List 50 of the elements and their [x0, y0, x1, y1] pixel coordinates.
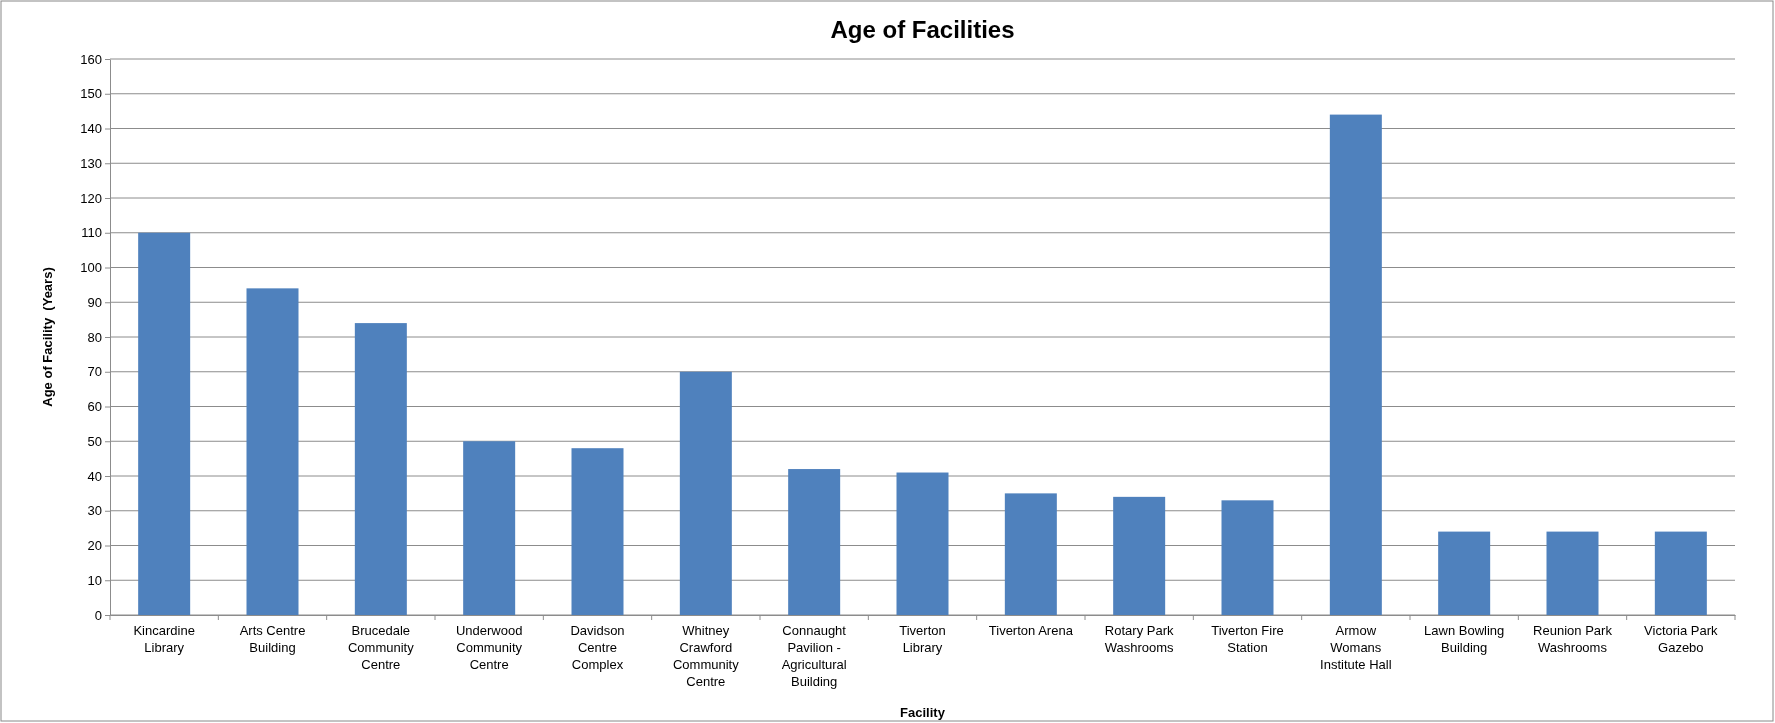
- bar: [571, 448, 624, 615]
- y-tick-label: 0: [94, 607, 102, 623]
- x-tick-label: Tiverton Library: [899, 623, 946, 655]
- y-tick-label: 20: [87, 538, 102, 554]
- y-tick-label: 160: [80, 51, 102, 67]
- bar: [1438, 531, 1491, 615]
- y-tick-label: 100: [80, 260, 102, 276]
- bar: [1654, 531, 1707, 615]
- x-tick-label: Brucedale Community Centre: [347, 623, 415, 672]
- y-tick-label: 70: [87, 364, 102, 380]
- bar: [679, 371, 732, 615]
- y-tick-label: 90: [87, 294, 102, 310]
- y-tick-label: 130: [80, 155, 102, 171]
- y-axis-title: Age of Facility (Years): [40, 267, 55, 407]
- x-tick-label: Rotary Park Washrooms: [1104, 623, 1175, 655]
- y-tick-label: 150: [80, 86, 102, 102]
- x-tick-label: Underwood Community Centre: [455, 623, 523, 672]
- bar: [1004, 493, 1057, 615]
- bar: [1329, 114, 1382, 615]
- y-tick-label: 60: [87, 399, 102, 415]
- y-tick-label: 110: [81, 225, 102, 241]
- x-tick-label: Arts Centre Building: [239, 623, 306, 655]
- x-tick-label: Tiverton Arena: [988, 623, 1074, 638]
- x-tick-label: Whitney Crawford Community Centre: [672, 623, 740, 689]
- y-tick-label: 140: [80, 121, 102, 137]
- chart-title: Age of Facilities: [830, 16, 1015, 43]
- bar: [1221, 500, 1274, 615]
- y-tick-label: 30: [87, 503, 102, 519]
- x-tick-label: Tiverton Fire Station: [1211, 623, 1284, 655]
- bar: [246, 288, 299, 615]
- y-tick-label: 40: [87, 468, 102, 484]
- y-tick-label: 10: [87, 572, 102, 588]
- x-tick-label: Lawn Bowling Building: [1424, 623, 1505, 655]
- x-tick-label: Kincardine Library: [133, 623, 195, 655]
- bar: [1546, 531, 1599, 615]
- x-tick-label: Armow Womans Institute Hall: [1320, 623, 1392, 672]
- x-tick-label: Davidson Centre Complex: [570, 623, 625, 672]
- y-tick-label: 80: [87, 329, 102, 345]
- x-tick-label: Connaught Pavilion - Agricultural Building: [781, 623, 847, 689]
- y-tick-label: 50: [87, 433, 102, 449]
- y-tick-label: 120: [80, 190, 102, 206]
- bar: [788, 469, 841, 615]
- x-tick-label: Victoria Park Gazebo: [1644, 623, 1719, 655]
- bar: [1113, 496, 1166, 615]
- bar: [463, 441, 516, 615]
- bar: [138, 232, 191, 615]
- x-tick-label: Reunion Park Washrooms: [1533, 623, 1613, 655]
- x-axis-title: Facility: [900, 705, 946, 720]
- bar: [896, 472, 949, 615]
- bar: [354, 323, 407, 615]
